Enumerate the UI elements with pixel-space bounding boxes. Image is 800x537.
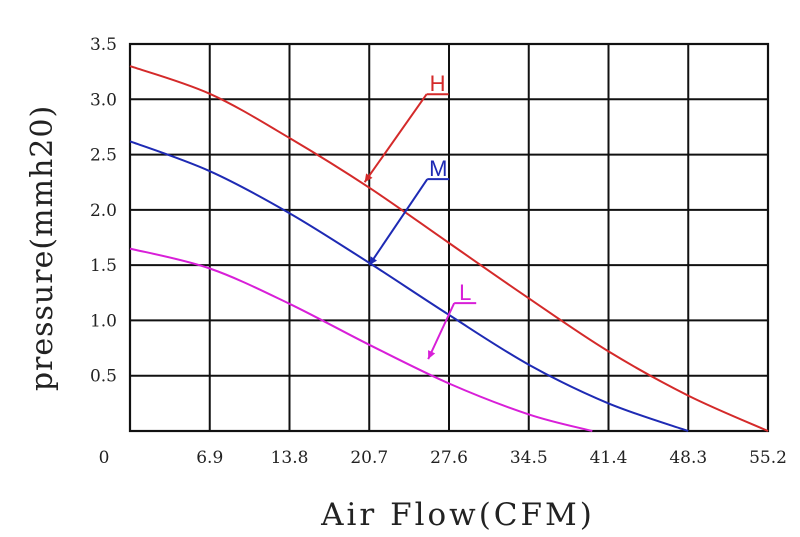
x-tick-labels: 0 6.9 13.8 20.7 27.6 34.5 41.4 48.3 55.2 bbox=[99, 448, 787, 468]
series-line-h bbox=[129, 65, 769, 432]
curves bbox=[129, 65, 769, 432]
series-line-l bbox=[129, 247, 593, 432]
x-tick-label: 20.7 bbox=[350, 448, 388, 468]
y-tick-label: 2.0 bbox=[90, 201, 117, 221]
grid bbox=[128, 42, 770, 433]
callouts: H M L bbox=[363, 71, 477, 360]
x-tick-label: 6.9 bbox=[196, 448, 223, 468]
x-tick-label: 41.4 bbox=[590, 448, 628, 468]
x-tick-label: 27.6 bbox=[430, 448, 468, 468]
callout-leader-l bbox=[427, 302, 456, 360]
y-tick-label: 1.0 bbox=[90, 311, 117, 331]
y-tick-label: 2.5 bbox=[90, 146, 117, 166]
y-tick-label: 1.5 bbox=[90, 256, 117, 276]
y-tick-label: 0.5 bbox=[90, 367, 117, 387]
x-tick-label: 13.8 bbox=[271, 448, 309, 468]
x-tick-label: 0 bbox=[99, 448, 110, 468]
y-tick-label: 3.5 bbox=[90, 35, 117, 55]
callout-leader-m bbox=[368, 178, 429, 266]
callout-arrowhead bbox=[369, 256, 378, 266]
x-axis-label: Air Flow(CFM) bbox=[320, 497, 595, 533]
callout-label-m: M bbox=[429, 156, 447, 181]
y-tick-labels: 0.5 1.0 1.5 2.0 2.5 3.0 3.5 bbox=[90, 35, 117, 387]
series-line-m bbox=[129, 140, 689, 432]
x-tick-label: 48.3 bbox=[669, 448, 707, 468]
callout-label-h: H bbox=[430, 71, 446, 96]
y-axis-label: pressure(mmh20) bbox=[25, 105, 60, 391]
callout-label-l: L bbox=[459, 280, 471, 305]
x-tick-label: 55.2 bbox=[749, 448, 787, 468]
callout-arrowhead bbox=[364, 173, 373, 183]
callout-arrowhead bbox=[428, 350, 436, 360]
x-tick-label: 34.5 bbox=[510, 448, 548, 468]
y-tick-label: 3.0 bbox=[90, 90, 117, 110]
callout-leader-h bbox=[363, 93, 428, 183]
